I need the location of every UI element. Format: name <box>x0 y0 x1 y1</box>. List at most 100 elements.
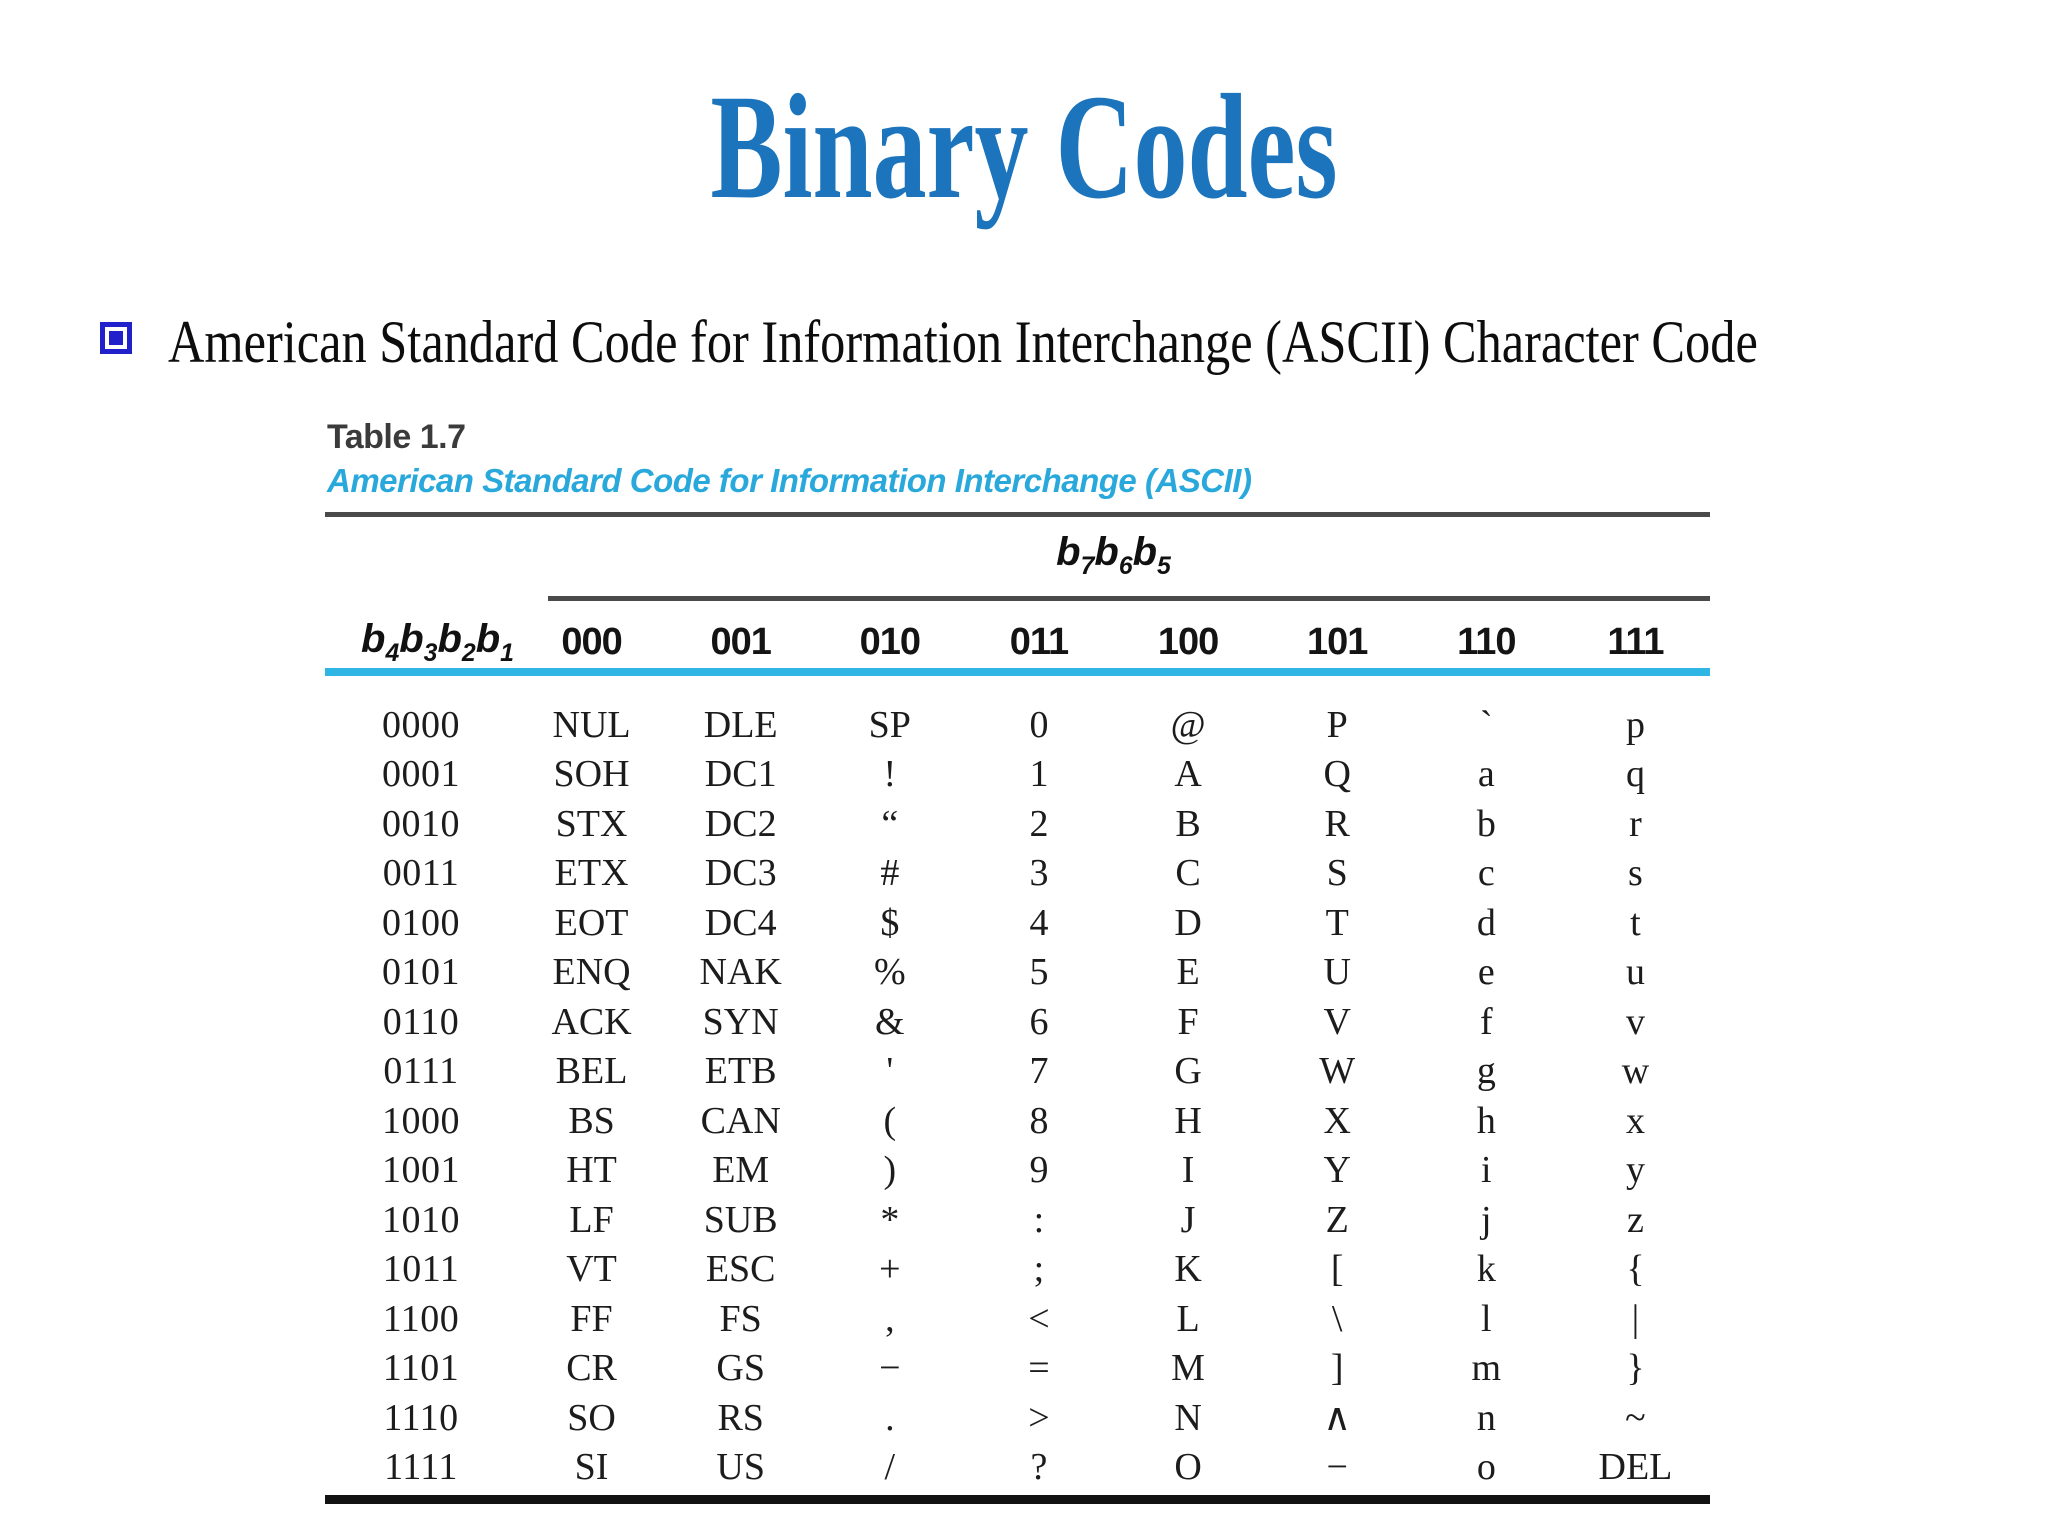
table-cell: ~ <box>1625 1396 1646 1439</box>
bullet-text: American Standard Code for Information I… <box>168 309 1758 375</box>
bullet-line: American Standard Code for Information I… <box>100 308 2040 377</box>
table-cell: J <box>1180 1198 1196 1241</box>
row-bits-label: 1010 <box>382 1198 460 1241</box>
table-cell: R <box>1324 802 1350 845</box>
table-cell: A <box>1174 753 1202 796</box>
column-header: 111 <box>1607 620 1664 663</box>
row-bits-label: 0100 <box>382 901 460 944</box>
table-cell: W <box>1319 1050 1356 1093</box>
table-cell: SO <box>567 1396 616 1439</box>
table-cell: S <box>1326 852 1348 895</box>
table-cell: ) <box>883 1149 897 1192</box>
table-row: 1011 VT ESC +; K [k { <box>325 1245 1710 1295</box>
table-cell: ! <box>883 753 897 796</box>
table-cell: EOT <box>554 901 629 944</box>
square-bullet-icon <box>100 322 132 354</box>
table-cell: } <box>1626 1347 1645 1390</box>
table-cell: B <box>1175 802 1201 845</box>
table-cell: 1 <box>1029 753 1049 796</box>
table-cell: I <box>1181 1149 1195 1192</box>
table-cell: ] <box>1330 1347 1344 1390</box>
table-cell: : <box>1033 1198 1045 1241</box>
column-group-header: b7b6b5 <box>1056 530 1171 580</box>
table-cell: ETB <box>704 1050 777 1093</box>
row-bits-label: 0000 <box>382 703 460 746</box>
table-cell: 5 <box>1029 951 1049 994</box>
table-cell: Y <box>1323 1149 1351 1192</box>
table-cell: E <box>1176 951 1200 994</box>
divider-span <box>548 596 1710 601</box>
table-cell: “ <box>881 802 899 845</box>
table-cell: > <box>1028 1396 1050 1439</box>
divider-top <box>325 512 1710 517</box>
table-cell: ; <box>1033 1248 1045 1291</box>
table-cell: o <box>1476 1446 1496 1489</box>
table-cell: STX <box>555 802 628 845</box>
table-cell: p <box>1625 703 1645 746</box>
table-cell: ( <box>883 1099 897 1142</box>
table-cell: l <box>1481 1297 1492 1340</box>
table-cell: EM <box>712 1149 770 1192</box>
table-row: 1101 CR GS − = M] m} <box>325 1344 1710 1394</box>
table-cell: w <box>1621 1050 1650 1093</box>
table-cell: g <box>1476 1050 1496 1093</box>
table-cell: L <box>1176 1297 1200 1340</box>
table-cell: , <box>885 1297 895 1340</box>
table-cell: NUL <box>552 703 631 746</box>
table-row: 1111 SI US /? O − o DEL <box>325 1443 1710 1493</box>
table-cell: y <box>1625 1149 1645 1192</box>
table-cell: q <box>1625 753 1645 796</box>
table-cell: H <box>1174 1099 1202 1142</box>
row-bits-label: 0111 <box>383 1050 459 1093</box>
table-cell: V <box>1323 1000 1351 1043</box>
table-cell: BS <box>568 1099 615 1142</box>
table-cell: f <box>1479 1000 1493 1043</box>
table-cell: ETX <box>554 852 629 895</box>
row-bits-label: 1011 <box>382 1248 460 1291</box>
table-cell: i <box>1481 1149 1492 1192</box>
table-cell: X <box>1323 1099 1351 1142</box>
table-cell: G <box>1174 1050 1202 1093</box>
row-bits-label: 0010 <box>382 802 460 845</box>
table-cell: u <box>1625 951 1645 994</box>
table-cell: HT <box>566 1149 617 1192</box>
table-cell: 9 <box>1029 1149 1049 1192</box>
table-cell: FS <box>719 1297 762 1340</box>
page-title: Binary Codes <box>710 64 1338 230</box>
row-bits-label: 1100 <box>382 1297 460 1340</box>
table-subtitle: American Standard Code for Information I… <box>327 462 1252 499</box>
table-cell: m <box>1471 1347 1502 1390</box>
table-cell: − <box>1326 1446 1348 1489</box>
table-cell: t <box>1630 901 1641 944</box>
table-cell: s <box>1628 852 1643 895</box>
table-cell: P <box>1326 703 1348 746</box>
table-row: 1100 FF FS, < L \ l | <box>325 1294 1710 1344</box>
row-bits-label: 1111 <box>384 1446 458 1489</box>
table-cell: 6 <box>1029 1000 1049 1043</box>
table-cell: = <box>1028 1347 1050 1390</box>
table-cell: v <box>1625 1000 1645 1043</box>
table-cell: + <box>879 1248 901 1291</box>
table-cell: 0 <box>1029 703 1049 746</box>
table-cell: @ <box>1170 703 1206 746</box>
table-cell: T <box>1325 901 1349 944</box>
table-cell: Q <box>1323 753 1351 796</box>
table-cell: r <box>1629 802 1642 845</box>
table-cell: 8 <box>1029 1099 1049 1142</box>
table-cell: DC4 <box>704 901 777 944</box>
table-cell: ACK <box>551 1000 632 1043</box>
row-bits-label: 1000 <box>382 1099 460 1142</box>
table-cell: ENQ <box>552 951 631 994</box>
table-cell: # <box>880 852 900 895</box>
table-cell: BEL <box>555 1050 628 1093</box>
table-cell: \ <box>1331 1297 1343 1340</box>
table-cell: C <box>1175 852 1201 895</box>
table-cell: n <box>1476 1396 1496 1439</box>
table-cell: U <box>1323 951 1351 994</box>
